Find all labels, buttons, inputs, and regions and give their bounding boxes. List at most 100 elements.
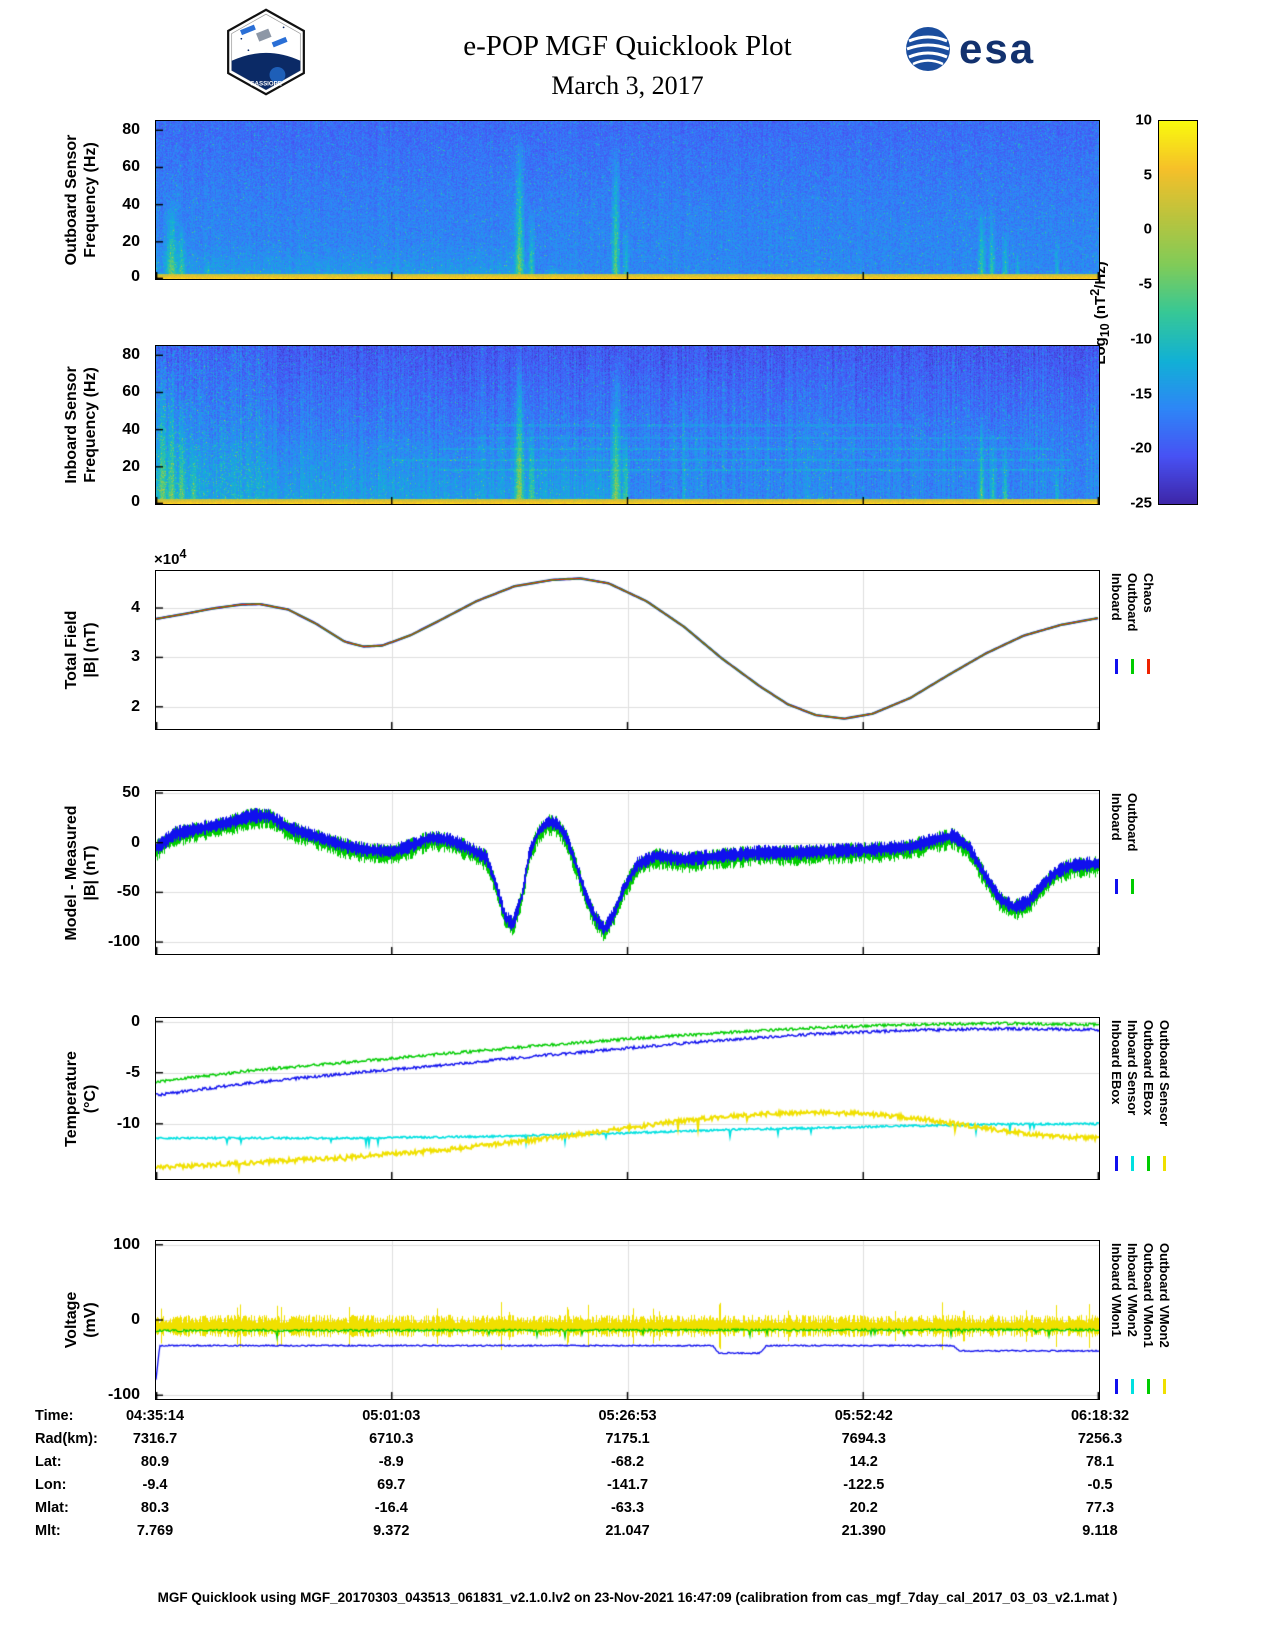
y-axis-label: Total Field |B| (nT): [62, 611, 100, 690]
legend-label: Outboard: [1125, 793, 1140, 852]
legend-label: Outboard Sensor: [1157, 1020, 1172, 1127]
legend-entry: Inboard EBox: [1109, 1020, 1124, 1171]
table-row: Rad(km): 7316.7 6710.3 7175.1 7694.3 7256.3: [0, 1431, 1275, 1454]
legend-entry: Inboard: [1109, 793, 1124, 894]
y-tick-labels: 2 3 4: [100, 571, 148, 729]
table-cell: 14.2: [849, 1454, 878, 1470]
model-minus-measured-canvas: [156, 791, 1099, 954]
legend-entry: Inboard VMon2: [1125, 1243, 1140, 1394]
table-cell: 9.372: [373, 1523, 410, 1539]
outboard-spectrogram-canvas: [156, 121, 1099, 279]
y-tick-label: 4: [131, 599, 140, 617]
exp-power: 4: [179, 547, 187, 561]
legend-line-sample: [1147, 1379, 1150, 1394]
legend-entry: Outboard VMon2: [1157, 1243, 1172, 1394]
colorbar-tick-label: 5: [1143, 166, 1152, 184]
y-axis-label-line2: Frequency (Hz): [82, 367, 99, 483]
total-field-panel: ×104 Total Field |B| (nT) 2 3 4 Inboard Out…: [63, 547, 1156, 730]
colorbar-label-sub: 10: [1098, 322, 1112, 337]
colorbar-tick-label: -15: [1130, 385, 1152, 403]
y-axis-label: Inboard Sensor Frequency (Hz): [62, 366, 100, 483]
y-axis-exponent-label: ×104: [154, 547, 186, 568]
legend-label: Outboard VMon1: [1141, 1243, 1156, 1348]
colorbar-tick-label: -10: [1130, 330, 1152, 348]
y-tick-label: 0: [131, 493, 140, 510]
legend: Inboard Outboard Chaos: [1109, 573, 1156, 674]
y-tick-label: -100: [107, 1386, 140, 1404]
table-cell: -8.9: [378, 1454, 404, 1470]
table-cell: -122.5: [843, 1477, 885, 1493]
y-axis-label-line2: (mV): [82, 1302, 99, 1338]
table-cell: 9.118: [1082, 1523, 1118, 1539]
table-cell: -9.4: [142, 1477, 168, 1493]
y-tick-label: 2: [131, 697, 140, 715]
legend-line-sample: [1147, 1156, 1150, 1171]
y-tick-labels: 0 -5 -10: [100, 1013, 148, 1179]
inboard-spectrogram-canvas: [156, 346, 1099, 504]
legend-entry: Outboard: [1125, 793, 1140, 894]
legend-label: Chaos: [1141, 573, 1156, 613]
table-cell: 7694.3: [841, 1431, 886, 1447]
page-title: e-POP MGF Quicklook Plot: [463, 30, 792, 62]
y-tick-label: 0: [131, 833, 140, 851]
legend-label: Inboard: [1109, 573, 1124, 621]
y-tick-label: 3: [131, 648, 140, 666]
table-cell: 77.3: [1085, 1500, 1115, 1516]
esa-globe-icon: [906, 27, 950, 71]
y-tick-label: 80: [122, 121, 140, 139]
temperature-panel: Temperature (°C) 0 -5 -10 Inboard EBox Inbo…: [63, 1013, 1172, 1180]
outboard-spectrogram-panel: Outboard Sensor Frequency (Hz) 0 20 40 60 80: [63, 120, 1100, 285]
table-row-label: Mlt:: [35, 1523, 61, 1539]
table-cell: -141.7: [606, 1477, 649, 1493]
table-cell: 7256.3: [1077, 1431, 1123, 1447]
colorbar-label-sup: 2: [1088, 288, 1102, 296]
legend-label: Inboard: [1109, 793, 1124, 841]
y-axis-label-line1: Voltage: [63, 1291, 80, 1349]
y-tick-label: 20: [122, 232, 140, 250]
legend-entry: Inboard VMon1: [1109, 1243, 1124, 1394]
patch-earth: [231, 52, 301, 90]
legend-entry: Outboard VMon1: [1141, 1243, 1156, 1394]
y-tick-label: 60: [122, 383, 140, 401]
legend-label: Outboard EBox: [1141, 1020, 1156, 1116]
colorbar-tick-label: -25: [1130, 494, 1152, 512]
colorbar-label-mid: (nT: [1092, 295, 1109, 323]
table-row: Lon: -9.4 69.7 -141.7 -122.5 -0.5: [0, 1477, 1275, 1500]
table-cell: 06:18:32: [1070, 1408, 1130, 1424]
y-axis-label-line2: Frequency (Hz): [82, 142, 99, 258]
table-cell: 7316.7: [132, 1431, 178, 1447]
legend-line-sample: [1115, 879, 1118, 894]
patch-solar-panel-right: [271, 36, 288, 48]
legend-entry: Outboard EBox: [1141, 1020, 1156, 1171]
y-axis-label: Outboard Sensor Frequency (Hz): [62, 135, 100, 266]
legend-line-sample: [1115, 659, 1118, 674]
y-tick-label: 0: [131, 1311, 140, 1328]
table-row: Time: 04:35:14 05:01:03 05:26:53 05:52:42 06:…: [0, 1408, 1275, 1431]
table-cell: 7175.1: [605, 1431, 650, 1447]
table-cell: -63.3: [610, 1500, 645, 1516]
legend-line-sample: [1131, 879, 1134, 894]
colorbar-tick-label: -20: [1130, 439, 1152, 457]
y-tick-label: 0: [131, 268, 140, 285]
table-cell: 20.2: [849, 1500, 878, 1516]
y-tick-label: -50: [116, 883, 140, 901]
colorbar-tick-labels: 10 5 0 -5 -10 -15 -20 -25: [1114, 112, 1154, 512]
legend: Inboard EBox Inboard Sensor Outboard EBox O…: [1109, 1020, 1172, 1171]
table-cell: 7.769: [136, 1523, 174, 1539]
title-block: e-POP MGF Quicklook Plot March 3, 2017: [155, 30, 1100, 101]
y-axis-label: Temperature (°C): [62, 1051, 100, 1147]
y-axis-label-line2: |B| (nT): [82, 622, 99, 678]
table-cell: -68.2: [610, 1454, 645, 1470]
patch-solar-panel-left: [240, 24, 256, 36]
cassiope-mission-patch: CASSIOPE: [227, 8, 305, 96]
table-cell: -0.5: [1087, 1477, 1113, 1493]
table-cell: 69.7: [377, 1477, 406, 1493]
colorbar-tick-label: 10: [1135, 111, 1152, 129]
y-tick-label: 40: [122, 195, 140, 213]
page-date: March 3, 2017: [551, 71, 704, 100]
y-tick-label: 100: [113, 1235, 140, 1253]
table-cell: 78.1: [1085, 1454, 1115, 1470]
total-field-canvas: [156, 571, 1099, 729]
legend-label: Outboard: [1125, 573, 1140, 632]
